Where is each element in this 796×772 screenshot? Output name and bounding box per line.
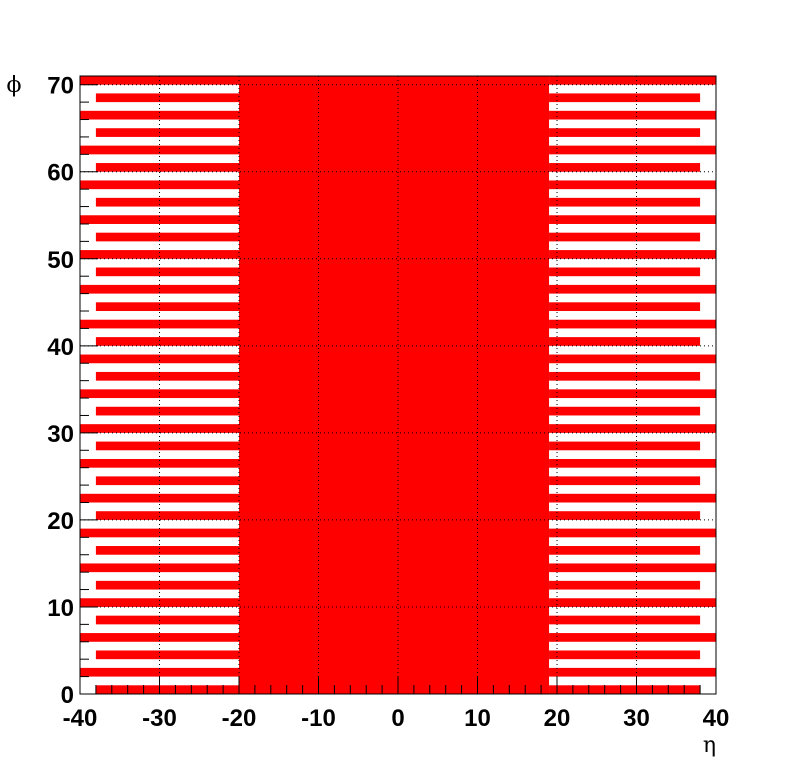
cell-strip-18-left	[95, 371, 240, 381]
cell-strip-3-right	[549, 633, 716, 642]
cell-strip-13-left	[80, 458, 239, 468]
cell-strip-31-right	[549, 145, 716, 155]
x-tick-label--20: -20	[222, 705, 257, 732]
cell-strip-34-right	[549, 93, 701, 103]
cell-strip-6-left	[95, 580, 240, 590]
cell-strip-11-right	[549, 493, 716, 503]
cell-strip-30-right	[549, 163, 701, 172]
central-block	[239, 76, 550, 694]
cell-strip-16-right	[549, 406, 701, 416]
cell-strip-13-right	[549, 458, 716, 468]
cell-strip-12-right	[549, 476, 701, 486]
cell-strip-5-right	[549, 598, 716, 607]
y-tick-label-60: 60	[47, 160, 74, 187]
x-tick-label--10: -10	[301, 705, 336, 732]
cell-strip-27-right	[549, 215, 716, 224]
cell-strip-15-right	[549, 424, 716, 433]
cell-strip-10-left	[95, 511, 240, 520]
cell-strip-28-left	[95, 197, 240, 207]
x-tick-label-0: 0	[391, 705, 404, 732]
axis-ticks	[79, 84, 717, 695]
cell-strip-32-left	[95, 128, 240, 137]
cell-strip-1-right	[549, 667, 716, 677]
cell-strip-21-right	[549, 319, 716, 329]
cell-strip-25-right	[549, 250, 716, 259]
cell-strip-8-left	[95, 546, 240, 555]
cell-strip-20-right	[549, 337, 701, 346]
x-tick-label--30: -30	[142, 705, 177, 732]
cell-strip-7-left	[80, 563, 239, 573]
x-tick-label-10: 10	[464, 705, 491, 732]
cell-strip-20-left	[95, 337, 240, 346]
cell-strip-5-left	[80, 598, 239, 607]
cell-strip-29-right	[549, 180, 716, 190]
cell-strip-33-left	[80, 110, 239, 120]
cell-strip-8-right	[549, 546, 701, 555]
cell-strip-3-left	[80, 633, 239, 642]
y-tick-label-50: 50	[47, 247, 74, 274]
cell-strip-23-left	[80, 284, 239, 294]
cell-strip-19-left	[80, 354, 239, 364]
cell-strip-25-left	[80, 250, 239, 259]
x-tick-label-20: 20	[544, 705, 571, 732]
cell-strip-28-right	[549, 197, 701, 207]
cell-strip-24-right	[549, 267, 701, 277]
cell-strip-22-right	[549, 302, 701, 312]
y-tick-label-30: 30	[47, 421, 74, 448]
filled-cells	[80, 76, 716, 694]
cell-strip-17-right	[549, 389, 716, 399]
cell-strip-33-right	[549, 110, 716, 120]
y-tick-label-20: 20	[47, 508, 74, 535]
cell-strip-31-left	[80, 145, 239, 155]
cell-strip-30-left	[95, 163, 240, 172]
cell-strip-27-left	[80, 215, 239, 224]
cell-strip-9-right	[549, 528, 716, 538]
cell-strip-2-right	[549, 650, 701, 660]
cell-strip-11-left	[80, 493, 239, 503]
x-tick-labels: -40 -30 -20 -10 0 10 20 30 40	[63, 705, 730, 732]
cell-strip-18-right	[549, 371, 701, 381]
cell-strip-7-right	[549, 563, 716, 573]
cell-strip-17-left	[80, 389, 239, 399]
x-tick-label-30: 30	[623, 705, 650, 732]
cell-strip-12-left	[95, 476, 240, 486]
cell-strip-32-right	[549, 128, 701, 137]
cell-strip-14-left	[95, 441, 240, 451]
cell-strip-16-left	[95, 406, 240, 416]
x-tick-label-40: 40	[703, 705, 730, 732]
y-tick-label-70: 70	[47, 73, 74, 100]
grid-lines	[80, 76, 716, 694]
cell-strip-34-left	[95, 93, 240, 103]
x-tick-label--40: -40	[63, 705, 98, 732]
cell-strip-22-left	[95, 302, 240, 312]
cell-strip-0-left	[95, 685, 240, 694]
cell-strip-2-left	[95, 650, 240, 660]
cell-strip-26-right	[549, 232, 701, 242]
y-axis-title: ϕ	[7, 73, 22, 98]
y-tick-label-0: 0	[61, 682, 74, 709]
cell-strip-4-left	[95, 615, 240, 625]
cell-strip-10-right	[549, 511, 701, 520]
y-tick-label-40: 40	[47, 334, 74, 361]
cell-strip-0-right	[549, 685, 701, 694]
y-tick-labels: 0 10 20 30 40 50 60 70	[47, 73, 74, 709]
cell-strip-19-right	[549, 354, 716, 364]
cell-strip-6-right	[549, 580, 701, 590]
cell-strip-23-right	[549, 284, 716, 294]
cell-strip-4-right	[549, 615, 701, 625]
cell-strip-35-right	[549, 76, 716, 85]
cell-strip-24-left	[95, 267, 240, 277]
cell-strip-26-left	[95, 232, 240, 242]
x-axis-title: η	[703, 733, 716, 758]
y-tick-label-10: 10	[47, 595, 74, 622]
cell-strip-14-right	[549, 441, 701, 451]
